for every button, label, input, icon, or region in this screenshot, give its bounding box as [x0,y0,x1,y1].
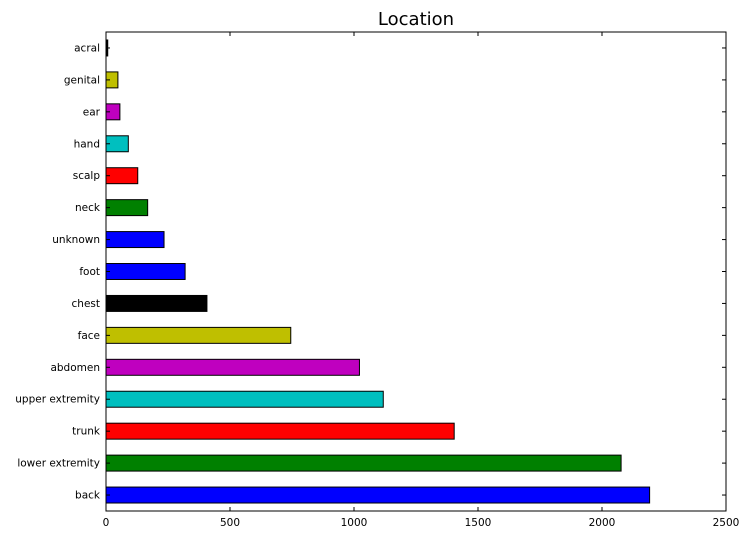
y-tick-label: face [78,330,100,342]
y-tick-label: chest [72,298,100,310]
y-tick-label: hand [74,138,100,150]
bar-face [105,326,292,344]
x-tick-label: 2500 [713,517,740,529]
y-tick-label: back [75,490,101,502]
y-tick-label: neck [75,202,101,214]
bar-trunk [105,422,455,440]
x-tick-label: 1000 [341,517,368,529]
y-tick-label: lower extremity [17,458,100,470]
chart-title: Location [378,9,454,30]
bar-foot [105,263,186,280]
y-tick-label: trunk [72,426,101,438]
plot-frame [105,31,727,512]
x-tick-label: 500 [220,517,240,529]
bars-layer [105,39,651,504]
bar-abdomen [105,358,360,376]
y-tick-label: scalp [73,170,101,182]
bar-upper-extremity [105,390,384,408]
y-tick-label: foot [79,266,100,278]
bar-scalp [105,167,139,185]
y-tick-label: upper extremity [15,394,100,406]
bar-chest [105,294,208,312]
bar-lower-extremity [105,454,622,472]
y-tick-label: unknown [52,234,100,246]
y-tick-label: genital [64,74,100,86]
bar-unknown [105,231,165,249]
bar-back [105,486,651,504]
ticks-layer: back lower extremity trunk upper extremity a… [15,32,739,529]
y-tick-label: acral [74,42,100,54]
x-tick-label: 1500 [465,517,492,529]
y-tick-label: abdomen [50,362,100,374]
y-tick-label: ear [83,106,101,118]
x-tick-label: 0 [103,517,110,529]
bar-neck [105,199,149,217]
x-tick-label: 2000 [589,517,616,529]
